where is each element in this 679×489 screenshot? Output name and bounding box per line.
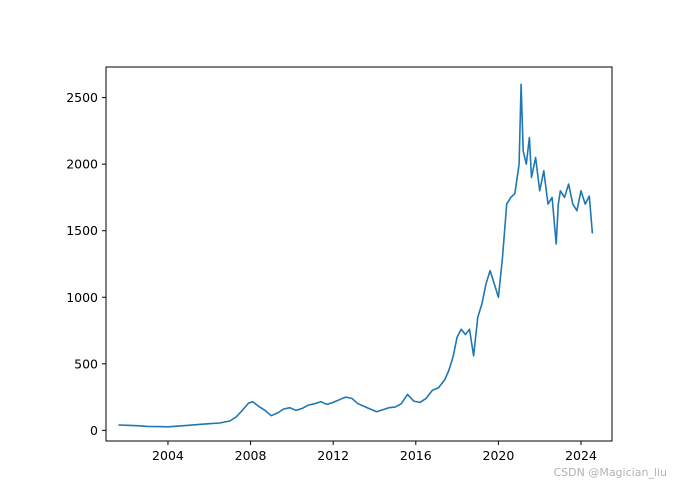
y-tick-label: 0 bbox=[90, 423, 98, 438]
watermark-text: CSDN @Magician_liu bbox=[553, 466, 667, 479]
y-tick-label: 500 bbox=[74, 356, 98, 371]
y-tick-label: 2500 bbox=[66, 90, 98, 105]
x-tick-label: 2016 bbox=[400, 448, 432, 463]
x-tick-label: 2024 bbox=[565, 448, 597, 463]
y-tick-label: 1500 bbox=[66, 223, 98, 238]
x-tick-label: 2020 bbox=[483, 448, 515, 463]
x-tick-label: 2004 bbox=[152, 448, 184, 463]
plot-area: 2004 2008 2012 2016 2020 2024 0 500 1000 1500 2000… bbox=[66, 66, 613, 463]
axes-frame bbox=[105, 66, 613, 442]
x-tick-label: 2008 bbox=[235, 448, 267, 463]
y-tick-label: 1000 bbox=[66, 290, 98, 305]
series-line-0 bbox=[118, 83, 594, 428]
y-tick-label: 2000 bbox=[66, 157, 98, 172]
x-tick-label: 2012 bbox=[317, 448, 349, 463]
